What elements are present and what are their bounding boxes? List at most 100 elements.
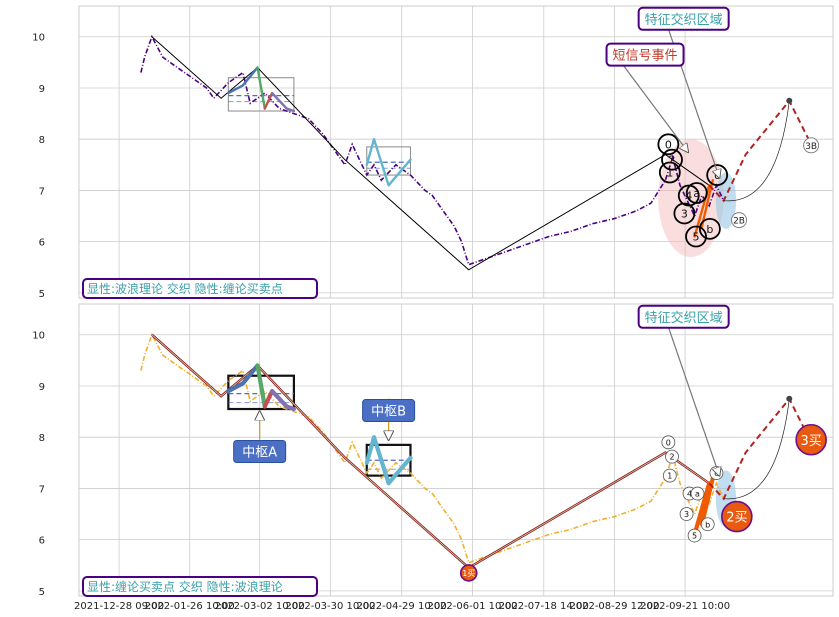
wave-marker-circle	[661, 435, 676, 450]
x-tick-label: 2021-12-28 09:00	[74, 601, 164, 612]
projection-line	[708, 396, 812, 501]
wave-marker-circle	[662, 468, 677, 483]
wave-marker-label: a	[693, 187, 700, 200]
projection-line	[708, 98, 812, 203]
wave-marker-label: 0	[666, 438, 671, 447]
y-tick-label: 5	[39, 587, 45, 598]
wave-marker-label: 2	[669, 154, 676, 167]
wave-marker-label: 5	[692, 532, 697, 541]
buy-point-label: 3买	[801, 434, 822, 449]
pivot-label-text: 中枢B	[371, 405, 406, 420]
y-tick-label: 5	[39, 289, 45, 300]
annotation-box	[637, 6, 730, 31]
point-label-text: 3B	[805, 142, 817, 152]
projection-peak	[786, 97, 793, 104]
wave-marker-label: 1	[666, 166, 673, 179]
y-tick-label: 10	[32, 331, 45, 342]
wave-marker-circle	[665, 449, 679, 464]
wave-marker-circle	[658, 161, 681, 184]
legend-label-box	[82, 576, 318, 597]
wave-marker-circle	[685, 225, 707, 248]
colored-segment	[692, 481, 712, 537]
wave-marker-circle	[657, 133, 680, 156]
price-series	[140, 34, 725, 266]
projection-arc	[723, 398, 790, 500]
x-tick-label: 2022-03-30 10:00	[285, 601, 375, 612]
wave-marker-label: 2	[669, 453, 674, 462]
wave-marker-label: 1	[667, 472, 672, 481]
buy-point-label: 2买	[726, 511, 747, 526]
pivot-label-box	[362, 399, 416, 423]
colored-segment	[364, 435, 413, 486]
pivot-box	[227, 77, 295, 112]
wave-marker-circle	[700, 517, 715, 532]
wave-marker-circle	[690, 486, 705, 501]
wave-marker-circle	[685, 182, 708, 204]
wave-marker-circle	[687, 528, 702, 543]
wave-marker-circle	[661, 148, 683, 171]
colored-segment	[270, 389, 296, 412]
wave-marker-circle	[677, 184, 700, 207]
projection-arc	[723, 100, 790, 202]
projection-peak	[786, 395, 793, 402]
wave-marker-label: 4	[685, 190, 692, 203]
buy-point-circle	[721, 500, 753, 533]
annotation-text: 特征交织区域	[645, 310, 723, 326]
x-tick-label: 2022-03-02 10:00	[215, 601, 305, 612]
buy-point-label: 1买	[462, 569, 475, 578]
colored-segment	[256, 66, 266, 110]
colored-segment	[365, 137, 412, 187]
plot-area	[78, 5, 834, 299]
wave-marker-circle	[706, 164, 729, 186]
colored-segment	[226, 363, 260, 394]
wave-marker-label: 5	[693, 231, 700, 244]
annotation-box	[637, 304, 730, 329]
colored-segment	[263, 91, 274, 110]
wave-line-inner	[151, 334, 710, 569]
y-tick-label: 6	[39, 536, 45, 547]
wave-marker-label: 4	[687, 490, 692, 499]
point-label-text: 2B	[733, 217, 745, 227]
wave-marker-label: a	[695, 490, 700, 499]
y-tick-label: 9	[39, 84, 45, 95]
point-label-circle	[731, 212, 747, 229]
annotation-arrow	[668, 327, 720, 476]
colored-segment	[262, 389, 275, 409]
wave-marker-label: 3	[681, 207, 688, 220]
x-tick-label: 2022-06-01 10:00	[427, 601, 517, 612]
annotation-box	[605, 42, 685, 67]
x-tick-label: 2022-09-21 10:00	[640, 601, 730, 612]
wave-marker-label: b	[705, 520, 710, 529]
x-tick-label: 2022-01-26 10:00	[145, 601, 235, 612]
wave-marker-circle	[679, 507, 694, 521]
legend-label-box	[82, 278, 318, 299]
legend-label-text: 显性:波浪理论 交织 隐性:缠论买卖点	[87, 281, 283, 296]
plot-area	[78, 303, 834, 597]
wave-marker-label: 0	[665, 138, 672, 151]
colored-segment	[270, 91, 296, 113]
y-tick-label: 10	[32, 33, 45, 44]
buy-point-circle	[459, 564, 478, 582]
pivot-label-text: 中枢A	[242, 446, 277, 461]
y-tick-label: 8	[39, 135, 45, 146]
y-tick-label: 6	[39, 238, 45, 249]
wave-marker-circle	[698, 217, 721, 240]
x-tick-label: 2022-08-29 12:00	[569, 601, 659, 612]
price-series	[140, 332, 725, 564]
wave-marker-label: b	[706, 223, 713, 236]
colored-segment	[227, 66, 259, 95]
y-tick-label: 7	[39, 186, 45, 197]
point-label-circle	[803, 137, 820, 154]
colored-segment	[255, 363, 267, 409]
wave-marker-label: 3	[684, 510, 689, 519]
wave-marker-circle	[673, 202, 696, 225]
annotation-text: 特征交织区域	[645, 12, 723, 28]
annotation-text: 短信号事件	[613, 49, 678, 64]
y-tick-label: 8	[39, 433, 45, 444]
y-tick-label: 7	[39, 484, 45, 495]
x-tick-label: 2022-04-29 10:00	[357, 601, 447, 612]
